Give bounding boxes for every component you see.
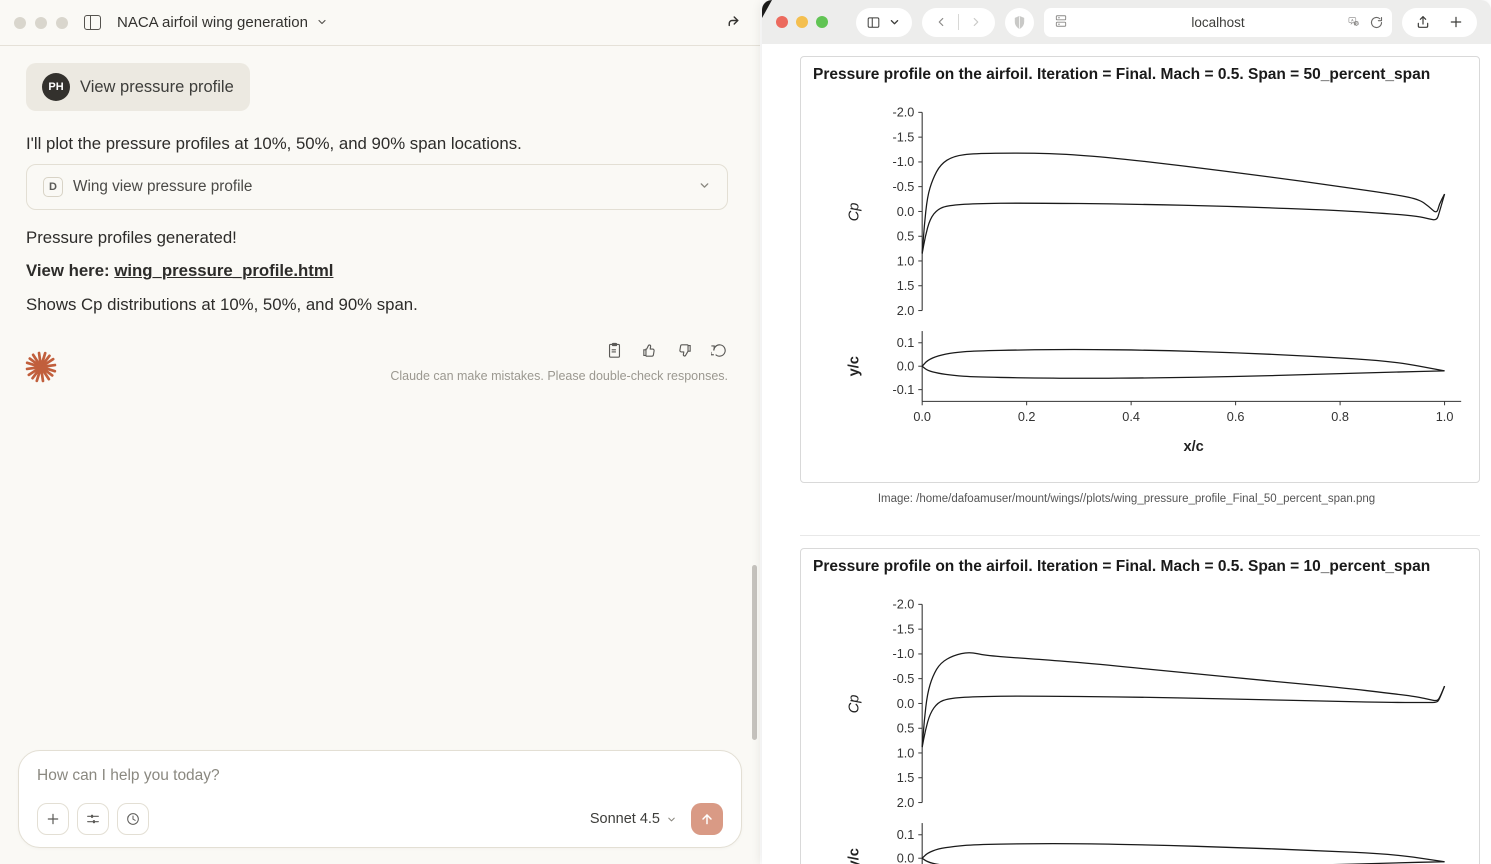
- svg-text:0.0: 0.0: [897, 360, 915, 374]
- svg-text:-0.1: -0.1: [892, 383, 914, 397]
- svg-text:-2.0: -2.0: [892, 598, 914, 612]
- svg-text:Cp: Cp: [847, 203, 863, 222]
- svg-text:0.1: 0.1: [897, 828, 915, 842]
- svg-text:-1.0: -1.0: [892, 647, 914, 661]
- svg-text:A: A: [1351, 18, 1354, 22]
- svg-text:2.0: 2.0: [897, 796, 915, 810]
- svg-text:-0.5: -0.5: [892, 180, 914, 194]
- svg-text:0.8: 0.8: [1331, 410, 1349, 424]
- svg-text:0.0: 0.0: [897, 205, 915, 219]
- svg-text:0.4: 0.4: [1122, 410, 1140, 424]
- svg-text:-0.5: -0.5: [892, 672, 914, 686]
- svg-text:1.5: 1.5: [897, 279, 915, 293]
- svg-text:-1.5: -1.5: [892, 622, 914, 636]
- svg-text:y/c: y/c: [847, 848, 863, 864]
- svg-text:-1.0: -1.0: [892, 155, 914, 169]
- svg-text:1.0: 1.0: [897, 746, 915, 760]
- svg-text:0.2: 0.2: [1018, 410, 1036, 424]
- svg-text:0.0: 0.0: [897, 697, 915, 711]
- svg-text:0.5: 0.5: [897, 230, 915, 244]
- svg-text:1.0: 1.0: [897, 255, 915, 269]
- svg-text:0.0: 0.0: [897, 851, 915, 864]
- svg-text:0.5: 0.5: [897, 722, 915, 736]
- svg-text:-1.5: -1.5: [892, 131, 914, 145]
- svg-text:0.0: 0.0: [913, 410, 931, 424]
- svg-text:1.5: 1.5: [897, 771, 915, 785]
- svg-text:2.0: 2.0: [897, 304, 915, 318]
- svg-text:x/c: x/c: [1183, 439, 1203, 455]
- svg-text:y/c: y/c: [847, 356, 863, 376]
- svg-text:0.6: 0.6: [1227, 410, 1245, 424]
- svg-text:1.0: 1.0: [1436, 410, 1454, 424]
- svg-text:0.1: 0.1: [897, 336, 915, 350]
- svg-text:Cp: Cp: [847, 694, 863, 713]
- svg-text:-2.0: -2.0: [892, 106, 914, 120]
- svg-text:文: 文: [1354, 20, 1359, 25]
